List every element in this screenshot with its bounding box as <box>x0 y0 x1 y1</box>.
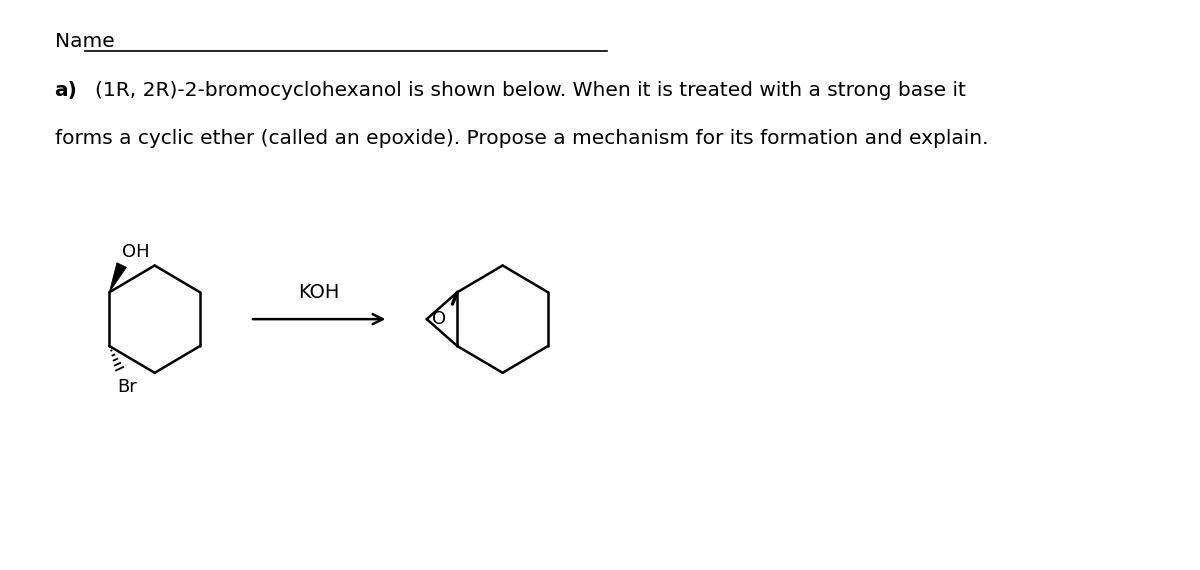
Text: a): a) <box>55 80 78 100</box>
Text: forms a cyclic ether (called an epoxide). Propose a mechanism for its formation : forms a cyclic ether (called an epoxide)… <box>55 129 988 148</box>
Text: (1R, 2R)-2-bromocyclohexanol is shown below. When it is treated with a strong ba: (1R, 2R)-2-bromocyclohexanol is shown be… <box>95 80 966 100</box>
Text: O: O <box>432 310 446 328</box>
Text: OH: OH <box>121 243 149 261</box>
Text: KOH: KOH <box>299 283 340 302</box>
Text: Name: Name <box>55 32 114 51</box>
Polygon shape <box>109 263 126 292</box>
Text: Br: Br <box>116 378 137 396</box>
